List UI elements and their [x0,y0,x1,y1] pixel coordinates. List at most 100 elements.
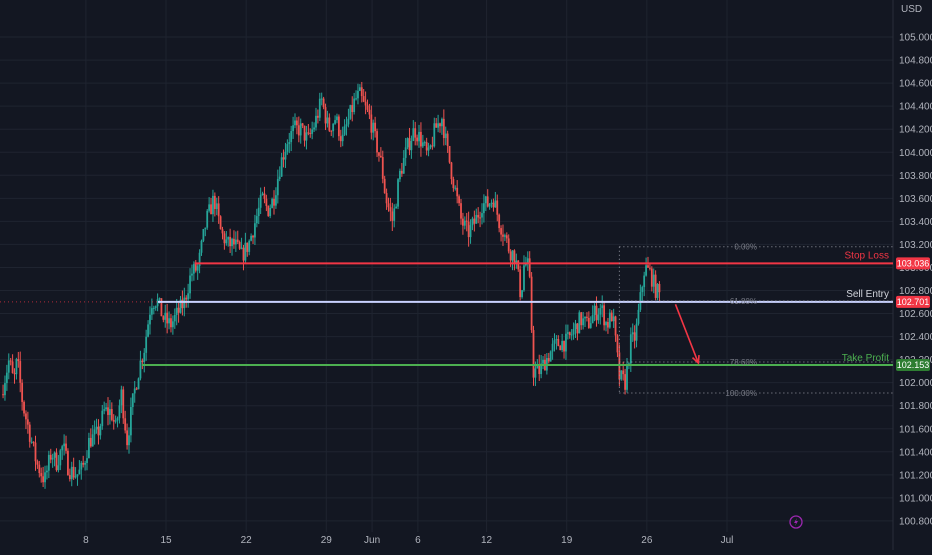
candle-body [658,284,661,293]
y-tick: 100.800 [899,516,932,527]
candle-body [91,434,94,447]
candle-body [109,409,111,415]
candle-body [225,239,228,244]
x-tick: Jun [364,535,380,546]
candle-body [164,312,167,320]
candle-body [465,220,468,222]
candle-body [107,407,109,415]
candle-body [652,274,655,287]
time-axis[interactable]: 8 15 22 29 Jun 6 12 19 26 Jul [83,535,733,546]
candle-body [561,340,564,351]
candle-body [441,118,443,127]
candle-body [378,152,380,156]
candle-body [490,202,493,204]
candle-body [343,126,346,135]
candle-body [389,207,392,212]
candle-body [118,405,121,419]
candle-body [278,176,281,180]
candle-body [418,131,420,142]
candle-body [633,332,636,341]
candle-body [549,351,552,362]
candle-body [462,218,464,226]
candle-body [511,250,514,261]
candle-body [595,305,598,321]
candle-body [412,128,415,142]
candle-body [471,218,474,226]
candle-body [261,193,264,195]
candle-body [103,409,106,411]
stop-loss-label: Stop Loss [845,250,889,261]
candle-body [288,142,291,145]
candle-body [63,443,66,447]
candle-body [563,340,565,352]
candle-body [110,409,113,420]
candle-body [177,307,180,313]
candle-body [223,233,226,244]
target-arrow-line [674,304,700,364]
candle-body [303,125,306,141]
stop-loss-price-tag [896,257,930,270]
take-profit-label: Take Profit [842,353,889,364]
candle-body [643,275,646,288]
candle-body [181,299,184,309]
candle-body [332,123,335,132]
candle-body [171,321,174,328]
candle-body [166,312,169,324]
candle-body [383,178,386,194]
candle-body [635,323,638,341]
candle-body [402,157,405,174]
candle-body [154,306,157,308]
candle-body [305,132,308,141]
candle-body [460,203,462,219]
candle-body [324,107,327,124]
candle-body [129,407,132,436]
candle-body [351,105,354,113]
candle-body [515,260,518,263]
candle-body [486,196,489,207]
candle-body [492,202,495,208]
y-tick: 104.400 [899,102,932,113]
candle-body [452,179,455,189]
candle-body [463,220,466,226]
candle-body [322,98,325,108]
candle-body [238,242,241,249]
candle-body [30,441,33,443]
candle-body [421,142,424,147]
candle-body [284,151,287,160]
fib-level-label: 100.00% [725,389,757,398]
candle-body [631,332,634,335]
x-tick: 26 [641,535,653,546]
candle-body [454,187,457,189]
candle-body [458,196,460,204]
candle-body [341,134,344,142]
candle-body [51,457,54,460]
candle-body [339,136,342,142]
candle-body [234,239,237,245]
candle-body [328,117,331,131]
candle-body [276,179,279,196]
take-profit-price: 102.153 [897,360,930,370]
candle-body [4,383,6,396]
candle-body [240,247,243,249]
candle-body [257,207,260,217]
candle-body [568,332,571,336]
candle-body [347,118,350,125]
candle-body [101,410,104,427]
candle-body [334,120,336,124]
candle-body [290,131,293,143]
candle-body [158,298,161,300]
candle-body [538,364,541,375]
candle-body [263,193,266,199]
lightning-icon[interactable] [789,515,803,529]
candle-body [38,464,41,474]
candle-body [364,101,367,106]
candle-body [362,96,365,102]
candle-body [349,105,352,119]
candle-body [519,269,522,298]
y-tick: 104.200 [899,125,932,136]
candle-body [612,316,615,322]
candle-body [57,465,60,471]
candle-body [275,195,277,206]
